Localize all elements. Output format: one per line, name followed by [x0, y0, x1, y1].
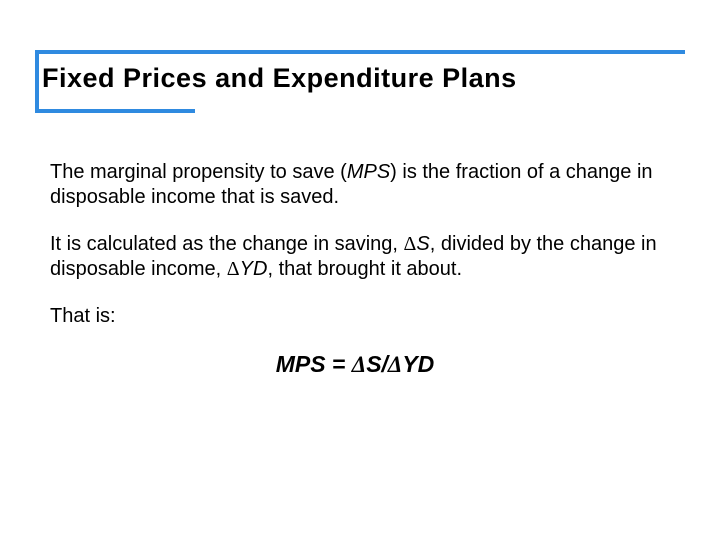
p2-text-a: It is calculated as the change in saving… [50, 233, 404, 255]
formula-eq: = [326, 351, 352, 377]
p2-delta-1: Δ [404, 233, 417, 255]
formula: MPS = ΔS/ΔYD [50, 351, 660, 378]
header-rule-vertical [35, 50, 39, 112]
header-rule-underline [35, 109, 195, 113]
p2-delta-2: Δ [227, 258, 240, 280]
p2-s: S [416, 233, 429, 255]
paragraph-2: It is calculated as the change in saving… [50, 232, 660, 282]
p2-text-c: , that brought it about. [267, 258, 462, 280]
formula-delta-2: Δ [388, 352, 402, 377]
p1-mps: MPS [347, 161, 390, 183]
header-rule-top [35, 50, 685, 54]
formula-yd: YD [402, 351, 434, 377]
p1-text-a: The marginal propensity to save ( [50, 161, 347, 183]
slide: Fixed Prices and Expenditure Plans The m… [0, 0, 720, 540]
formula-delta-1: Δ [352, 352, 366, 377]
formula-lhs: MPS [276, 351, 326, 377]
paragraph-1: The marginal propensity to save (MPS) is… [50, 160, 660, 210]
p2-yd: YD [240, 258, 268, 280]
formula-s: S [366, 351, 381, 377]
paragraph-3: That is: [50, 304, 660, 329]
slide-title: Fixed Prices and Expenditure Plans [42, 63, 517, 94]
slide-body: The marginal propensity to save (MPS) is… [50, 160, 660, 378]
